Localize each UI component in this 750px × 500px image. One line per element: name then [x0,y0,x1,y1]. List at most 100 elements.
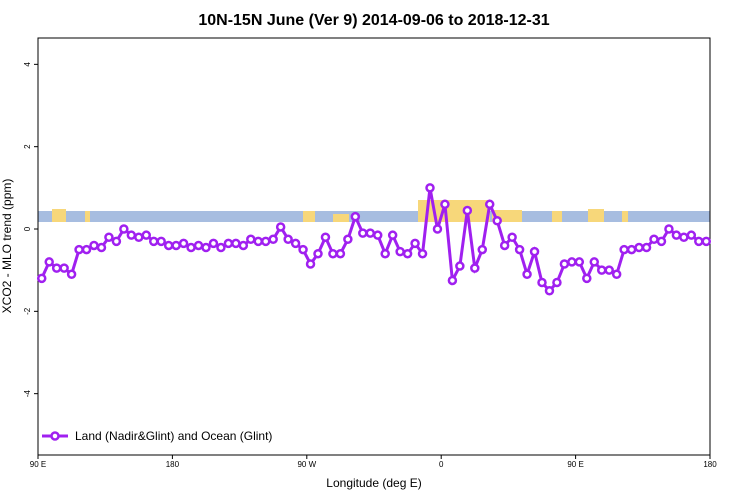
data-point [499,240,510,251]
data-point [186,242,196,253]
data-point [178,238,189,249]
plot-frame [37,37,711,456]
data-point [260,236,271,247]
data-point [395,246,405,257]
y-tick-label: -4 [23,390,32,398]
data-point [522,269,532,280]
data-point [432,224,443,234]
data-point [649,234,659,245]
data-point [552,277,562,288]
data-point [335,248,346,259]
data-point [440,199,450,210]
data-point [231,238,241,249]
data-point [283,234,293,245]
data-point [156,236,166,247]
data-point [492,216,502,226]
y-axis-label: XCO2 - MLO trend (ppm) [0,179,14,314]
data-point [425,183,435,193]
data-point [537,277,547,288]
data-point [141,230,152,240]
data-point [201,242,211,253]
data-point [619,244,629,255]
data-point [89,240,99,251]
data-point [694,236,704,247]
data-point [410,238,420,249]
data-point [246,234,256,245]
data-point [365,228,376,238]
data-point [574,257,585,267]
data-point [559,259,570,269]
data-point [417,248,428,259]
data-point [634,242,644,253]
data-point [51,263,62,273]
data-point [216,242,226,253]
data-point [148,236,159,247]
data-point [74,244,84,255]
data-point [193,240,204,251]
data-point [507,232,517,242]
x-axis-label: Longitude (deg E) [326,476,421,490]
data-point [402,248,413,259]
legend-label: Land (Nadir&Glint) and Ocean (Glint) [75,429,272,443]
data-point [119,224,129,234]
y-tick-label: -2 [23,307,32,315]
chart-title: 10N-15N June (Ver 9) 2014-09-06 to 2018-… [198,12,549,29]
data-point [59,263,69,273]
data-point [470,263,480,273]
data-point [626,244,637,255]
data-point [589,257,600,267]
data-point [171,240,181,251]
data-point [596,265,607,275]
data-point [686,230,697,240]
data-point [671,230,682,240]
data-point [104,232,114,242]
data-point [163,240,174,251]
data-point [701,236,712,247]
y-tick-label: 0 [23,226,32,231]
data-point [611,269,622,280]
data-point [298,244,308,255]
data-point [111,236,122,247]
data-point [208,238,219,249]
data-point [81,244,92,255]
data-point [313,248,323,259]
data-point [679,232,689,242]
x-tick-label: 90 E [30,460,46,469]
data-point [343,234,353,245]
data-point [656,236,667,247]
data-point [320,232,331,242]
data-point [380,248,390,259]
data-point [238,240,249,251]
y-tick-label: 2 [23,144,32,149]
data-point [484,199,495,210]
data-point [290,238,301,249]
data-point [641,242,652,253]
data-point [253,236,264,247]
surface-band [38,200,710,222]
data-point [387,230,398,240]
data-point [529,246,540,257]
x-tick-label: 0 [439,460,444,469]
data-point [514,244,525,255]
data-point [36,273,47,284]
data-point [372,230,383,240]
data-point [350,211,361,222]
data-point [126,230,137,240]
y-tick-label: 4 [23,62,32,67]
data-point [567,257,577,267]
data-point [223,238,234,249]
data-point [358,228,368,238]
data-point [462,205,473,216]
data-point [664,224,674,234]
data-point [447,275,458,286]
data-point [134,232,144,242]
data-point [268,234,278,245]
data-point [66,269,77,280]
legend-marker [50,431,60,441]
x-tick-label: 180 [703,460,717,469]
data-point [477,244,488,255]
data-point [328,248,338,259]
data-point [544,286,555,296]
data-point [96,242,107,253]
